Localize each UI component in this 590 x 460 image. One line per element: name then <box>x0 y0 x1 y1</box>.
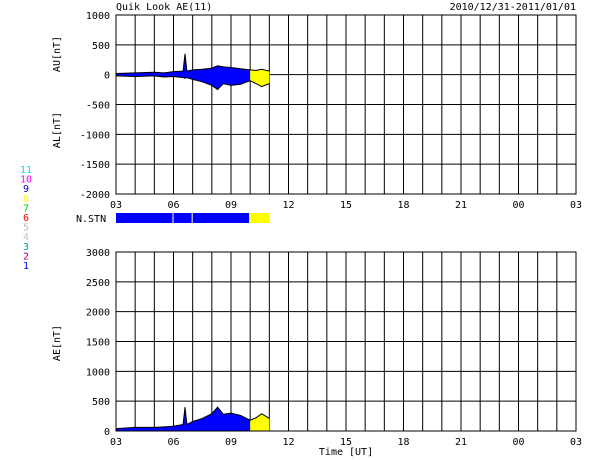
ae-y-tick-label: 1000 <box>86 367 110 378</box>
ae-x-tick-label: 03 <box>110 437 122 448</box>
au-al-x-tick-label: 03 <box>110 200 122 211</box>
au-al-series-band-0 <box>116 54 250 90</box>
au-al-y-tick-label: -1500 <box>80 160 110 171</box>
ae-x-tick-label: 18 <box>397 437 409 448</box>
legend-station-1: 1 <box>23 261 29 272</box>
ae-y-tick-label: 500 <box>92 397 110 408</box>
au-al-y-tick-label: 500 <box>92 41 110 52</box>
au-al-x-tick-label: 12 <box>282 200 294 211</box>
date-range: 2010/12/31-2011/01/01 <box>450 2 576 13</box>
au-al-x-tick-label: 21 <box>455 200 467 211</box>
au-al-x-ticks: 03 06 09 12 15 18 21 00 03 <box>110 200 582 211</box>
au-al-y-tick-label: -1000 <box>80 130 110 141</box>
au-al-series-band-1 <box>250 69 269 86</box>
au-al-x-tick-label: 00 <box>512 200 524 211</box>
au-al-y-ticks: 1000 500 0 -500 -1000 -1500 -2000 <box>80 11 110 201</box>
au-al-y-tick-label: -500 <box>86 101 110 112</box>
au-al-x-tick-label: 09 <box>225 200 237 211</box>
ae-y-tick-label: 3000 <box>86 248 110 259</box>
n-stn-panel: N.STN <box>76 213 269 225</box>
ae-y-tick-label: 1500 <box>86 338 110 349</box>
au-al-grid <box>116 15 576 194</box>
n-stn-segment-1 <box>174 213 192 223</box>
ae-x-tick-label: 06 <box>167 437 179 448</box>
au-al-x-tick-label: 06 <box>167 200 179 211</box>
au-al-x-tick-label: 03 <box>570 200 582 211</box>
ae-x-tick-label: 03 <box>570 437 582 448</box>
n-stn-segment-2 <box>193 213 250 223</box>
ae-y-tick-label: 2500 <box>86 278 110 289</box>
ae-axis-label: AE[nT] <box>52 325 63 361</box>
n-stn-segment-0 <box>116 213 173 223</box>
n-stn-bars <box>116 213 269 223</box>
ae-x-tick-label: 21 <box>455 437 467 448</box>
time-axis-label: Time [UT] <box>319 447 373 458</box>
chart-title: Quik Look AE(11) <box>116 2 212 13</box>
n-stn-segment-3 <box>250 213 269 223</box>
au-al-y-tick-label: -2000 <box>80 190 110 201</box>
au-al-panel: 1000 500 0 -500 -1000 -1500 -2000 03 06 09 12 15 18… <box>52 11 582 211</box>
ae-grid <box>116 252 576 431</box>
ae-x-tick-label: 00 <box>512 437 524 448</box>
al-axis-label: AL[nT] <box>52 112 63 148</box>
ae-y-tick-label: 2000 <box>86 308 110 319</box>
ae-x-tick-label: 09 <box>225 437 237 448</box>
au-al-y-tick-label: 1000 <box>86 11 110 22</box>
n-stn-label: N.STN <box>76 214 106 225</box>
ae-x-tick-label: 12 <box>282 437 294 448</box>
au-al-x-tick-label: 15 <box>340 200 352 211</box>
au-al-y-tick-label: 0 <box>104 71 110 82</box>
au-al-x-tick-label: 18 <box>397 200 409 211</box>
au-axis-label: AU[nT] <box>52 36 63 72</box>
